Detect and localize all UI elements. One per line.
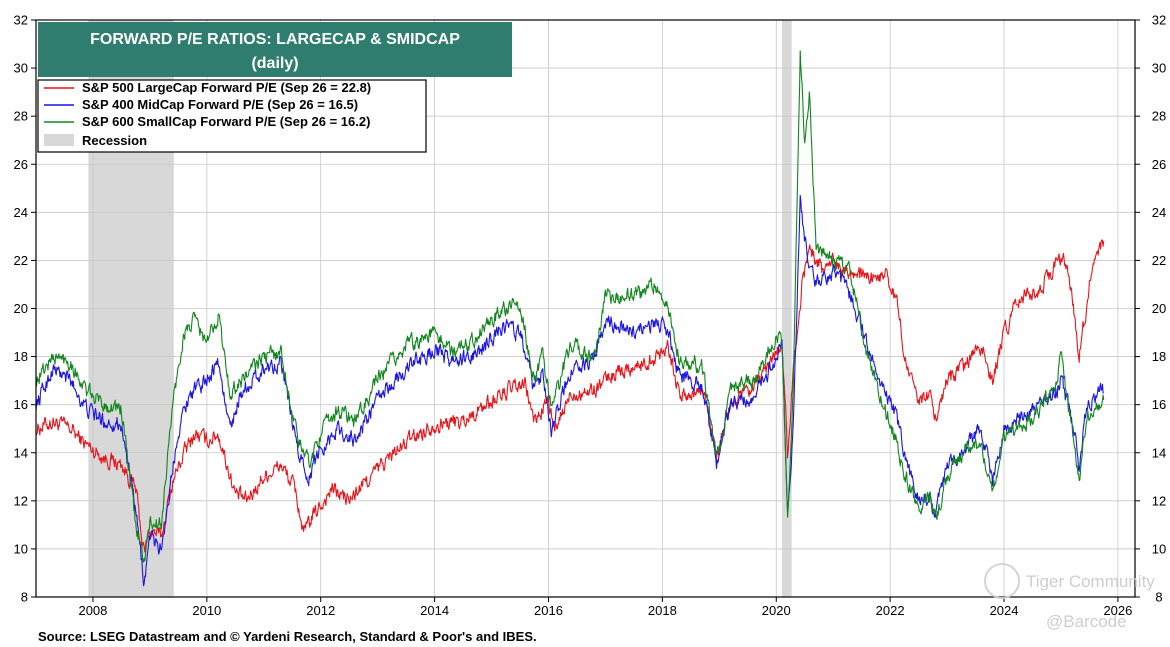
tiger-logo-icon (984, 563, 1020, 599)
title-background (38, 22, 512, 77)
y-tick-label-right: 30 (1152, 61, 1166, 76)
x-axis: 2008 2010 2012 2014 2016 2018 2020 2022 2024 2026 (78, 597, 1132, 618)
y-tick-label-left: 8 (21, 590, 28, 605)
y-tick-label-left: 12 (14, 493, 28, 508)
y-tick-label-left: 16 (14, 397, 28, 412)
y-tick-label-left: 24 (14, 205, 28, 220)
y-tick-label-left: 20 (14, 301, 28, 316)
series-line-0 (35, 239, 1105, 553)
y-tick-label-left: 30 (14, 61, 28, 76)
y-tick-label-left: 28 (14, 109, 28, 124)
y-tick-label-right: 16 (1152, 397, 1166, 412)
y-tick-label-left: 14 (14, 445, 28, 460)
x-tick-label: 2018 (648, 603, 677, 618)
x-tick-label: 2008 (78, 603, 107, 618)
legend-label-1: S&P 400 MidCap Forward P/E (Sep 26 = 16.… (82, 97, 358, 112)
legend-label-0: S&P 500 LargeCap Forward P/E (Sep 26 = 2… (82, 80, 371, 95)
source-note: Source: LSEG Datastream and © Yardeni Re… (38, 629, 537, 644)
series-line-2 (35, 50, 1105, 563)
x-tick-label: 2020 (762, 603, 791, 618)
watermark: Tiger Community @Barcode (984, 563, 1155, 631)
y-tick-label-left: 18 (14, 349, 28, 364)
legend-label-2: S&P 600 SmallCap Forward P/E (Sep 26 = 1… (82, 114, 370, 129)
legend-swatch-recession (44, 134, 74, 146)
y-tick-label-left: 22 (14, 253, 28, 268)
legend-label-recession: Recession (82, 133, 147, 148)
x-tick-label: 2022 (876, 603, 905, 618)
y-tick-label-right: 26 (1152, 157, 1166, 172)
x-tick-label: 2012 (306, 603, 335, 618)
y-tick-label-right: 18 (1152, 349, 1166, 364)
y-tick-label-left: 32 (14, 13, 28, 28)
x-tick-label: 2026 (1103, 603, 1132, 618)
legend: S&P 500 LargeCap Forward P/E (Sep 26 = 2… (37, 79, 427, 153)
y-tick-label-right: 14 (1152, 445, 1166, 460)
legend-items: S&P 500 LargeCap Forward P/E (Sep 26 = 2… (44, 80, 371, 129)
y-tick-label-right: 20 (1152, 301, 1166, 316)
watermark-brand: Tiger Community (1026, 572, 1155, 591)
x-tick-label: 2016 (534, 603, 563, 618)
y-tick-label-right: 12 (1152, 493, 1166, 508)
x-tick-label: 2014 (420, 603, 449, 618)
y-tick-label-left: 10 (14, 541, 28, 556)
chart-subtitle: (daily) (251, 55, 298, 72)
y-axis-right: 8 10 12 14 16 18 20 22 24 26 28 30 32 (1135, 13, 1166, 605)
y-tick-label-left: 26 (14, 157, 28, 172)
x-tick-label: 2024 (990, 603, 1019, 618)
x-tick-label: 2010 (192, 603, 221, 618)
series-layer (35, 50, 1105, 587)
y-tick-label-right: 10 (1152, 541, 1166, 556)
y-tick-label-right: 8 (1155, 590, 1162, 605)
title-box: FORWARD P/E RATIOS: LARGECAP & SMIDCAP (… (38, 22, 512, 77)
watermark-handle: @Barcode (1046, 612, 1127, 631)
y-tick-label-right: 28 (1152, 109, 1166, 124)
legend-box (37, 79, 427, 153)
y-tick-label-right: 32 (1152, 13, 1166, 28)
y-tick-label-right: 24 (1152, 205, 1166, 220)
y-axis-left: 8 10 12 14 16 18 20 22 24 26 28 30 32 (14, 13, 36, 605)
y-tick-label-right: 22 (1152, 253, 1166, 268)
chart-title: FORWARD P/E RATIOS: LARGECAP & SMIDCAP (90, 31, 460, 48)
